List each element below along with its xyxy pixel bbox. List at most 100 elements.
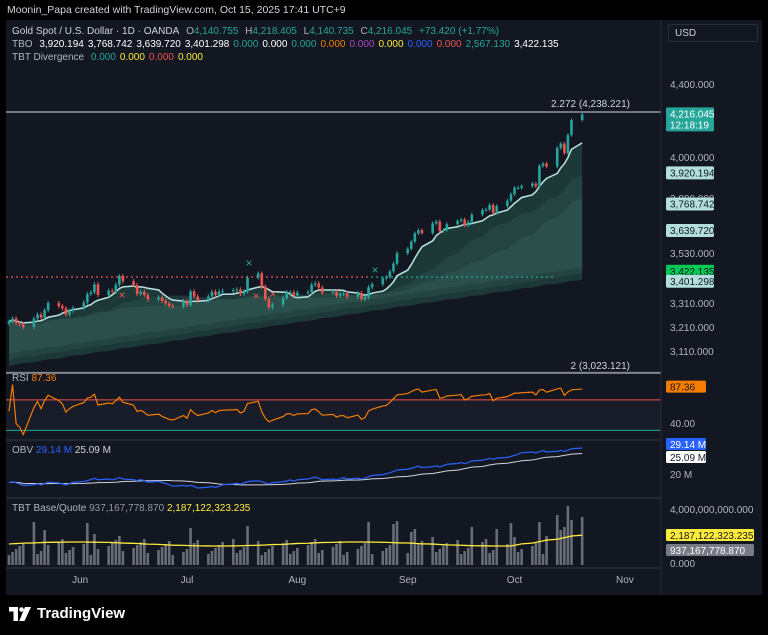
- symbol-title: Gold Spot / U.S. Dollar · 1D · OANDA: [12, 26, 180, 37]
- price-pill-bg: [666, 274, 714, 288]
- candle-body: [132, 281, 135, 285]
- tbt-volume-bar: [214, 548, 217, 565]
- tbt-volume-bar: [431, 537, 434, 565]
- tradingview-logo[interactable]: TradingView: [9, 605, 125, 622]
- tbt-volume-bar: [96, 549, 100, 565]
- candle-body: [285, 292, 288, 298]
- tbt-volume-bar: [506, 544, 509, 565]
- tbt-volume-bar: [7, 555, 11, 565]
- tbt-volume-bar: [18, 546, 21, 565]
- candle-body: [534, 183, 538, 187]
- price-pill-bg: [666, 107, 714, 132]
- tbt-volume-bar: [11, 552, 14, 565]
- tbt-volume-bar: [167, 541, 171, 565]
- tbt-volume-bar: [570, 520, 573, 565]
- candle-body: [313, 283, 317, 285]
- candle-body: [363, 297, 367, 300]
- tbt-volume-bar: [409, 532, 413, 565]
- tbt-volume-bar: [86, 523, 89, 565]
- tbt-axis-tick-bottom: 0.000: [670, 559, 695, 570]
- candle-body: [335, 291, 338, 296]
- tbt-volume-bar: [513, 537, 516, 565]
- candle-body: [509, 194, 513, 201]
- tbt-volume-bar: [481, 542, 484, 565]
- candle-body: [71, 307, 75, 311]
- time-axis-tick: Nov: [616, 575, 634, 586]
- tbo-value-3: 3,401.298: [184, 39, 230, 50]
- tbt-volume-bar: [281, 543, 285, 565]
- candle-body: [317, 283, 321, 288]
- candle-body: [370, 284, 374, 288]
- chart-area[interactable]: 2.272 (4,238.221) 2 (3,023.121) × × × × × 4,400…: [6, 20, 762, 595]
- time-axis-tick: Aug: [288, 575, 306, 586]
- tradingview-brand: TradingView: [37, 605, 126, 622]
- currency-selector[interactable]: USD: [668, 24, 758, 42]
- candle-body: [14, 318, 18, 324]
- candle-body: [157, 297, 160, 300]
- tbt-volume-bar: [256, 541, 260, 565]
- tbt-volume-bar: [61, 539, 64, 565]
- tbt-volume-bar: [288, 554, 292, 565]
- high-label: H: [245, 26, 253, 37]
- candle-body: [267, 299, 271, 308]
- tbt-volume-bar: [68, 550, 71, 565]
- candle-body: [338, 293, 342, 296]
- candle-body: [456, 220, 459, 225]
- candle-body: [541, 163, 545, 166]
- candle-body: [46, 303, 50, 311]
- candle-body: [388, 271, 392, 277]
- candle-body: [64, 308, 68, 315]
- candle-body: [139, 291, 143, 294]
- candle-body: [345, 293, 349, 297]
- tbt-volume-bar: [360, 546, 363, 565]
- tbt-volume-bar: [345, 552, 349, 565]
- tbt-volume-bar: [484, 539, 488, 565]
- signal-cross-marker: ×: [245, 256, 252, 270]
- candle-body: [7, 321, 11, 324]
- candle-body: [385, 276, 388, 279]
- tbt-volume-bar: [296, 548, 299, 565]
- tbt-volume-bar: [231, 539, 235, 565]
- tbt-volume-bar: [182, 552, 185, 565]
- candle-body: [86, 294, 89, 303]
- candle-body: [281, 298, 285, 305]
- tbt-label: TBT Base/Quote: [12, 503, 87, 514]
- candle-body: [182, 301, 185, 307]
- obv-pill-2-bg: [666, 451, 706, 463]
- candle-body: [36, 314, 39, 319]
- candle-body: [506, 200, 509, 207]
- candle-body: [210, 291, 214, 297]
- candle-body: [442, 230, 445, 231]
- tbt-legend: TBT Base/Quote 937,167,778.870 2,187,122…: [12, 503, 250, 514]
- tbt-volume-bar: [157, 550, 160, 565]
- tbt-pill-2: 937,167,778.870: [670, 546, 746, 557]
- price-axis-tick: 3,110.000: [670, 347, 714, 358]
- candle-body: [320, 287, 324, 293]
- tbt-volume-bar: [456, 540, 459, 565]
- tbo-value-6: 0.000: [291, 39, 317, 50]
- candle-body: [43, 310, 46, 318]
- signal-cross-marker: ×: [269, 287, 276, 301]
- tbo-value-8: 0.000: [349, 39, 375, 50]
- chart-canvas[interactable]: 2.272 (4,238.221) 2 (3,023.121) × × × × × 4,400…: [6, 20, 762, 595]
- candle-body: [39, 314, 43, 318]
- candle-body: [18, 323, 21, 325]
- candle-body: [367, 287, 370, 298]
- candle-body: [217, 291, 221, 295]
- candle-body: [89, 292, 93, 294]
- candle-body: [331, 291, 335, 293]
- price-pill-label: 4,216.045: [670, 109, 715, 120]
- candle-body: [235, 289, 239, 291]
- tbt-volume-bar: [210, 551, 214, 565]
- signal-cross-marker: ×: [118, 288, 125, 302]
- candle-body: [395, 253, 399, 264]
- candle-body: [57, 303, 61, 307]
- tbt-volume-bar: [82, 544, 86, 565]
- tbt-volume-bar: [531, 546, 534, 565]
- price-pill-label: 3,768.742: [670, 199, 715, 210]
- candle-body: [296, 292, 299, 296]
- tbt-volume-bar: [14, 549, 18, 565]
- candle-body: [256, 273, 260, 278]
- candle-body: [306, 292, 310, 293]
- obv-legend: OBV 29.14 M 25.09 M: [12, 445, 111, 456]
